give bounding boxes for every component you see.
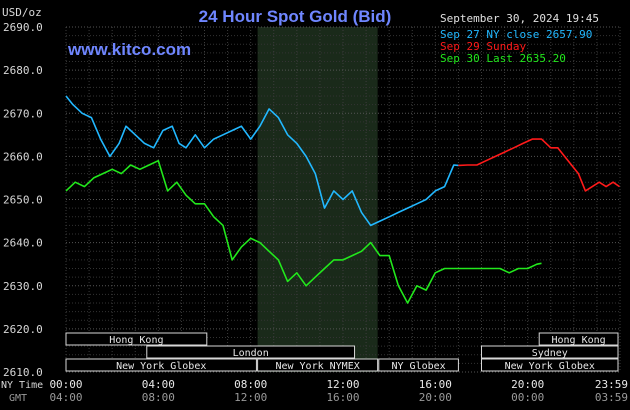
y-tick-label: 2650.0	[3, 194, 43, 207]
session-label: Hong Kong	[552, 335, 606, 346]
source-url-label: www.kitco.com	[67, 40, 191, 59]
nymex-shaded-region	[257, 27, 378, 372]
y-tick-label: 2680.0	[3, 64, 43, 77]
gmt-tick-label: 20:00	[419, 391, 452, 404]
ny-time-tick-label: 04:00	[142, 378, 175, 391]
ny-time-tick-label: 00:00	[49, 378, 82, 391]
price-series	[65, 95, 620, 304]
session-label: New York NYMEX	[275, 361, 359, 372]
y-tick-label: 2660.0	[3, 150, 43, 163]
gmt-tick-label: 03:59	[595, 391, 628, 404]
series-line-2	[458, 138, 620, 192]
x-axis-tick-labels: 00:0004:0004:0008:0008:0012:0012:0016:00…	[49, 378, 628, 404]
session-label: London	[233, 348, 269, 359]
legend-entry: Sep 30 Last 2635.20	[440, 52, 566, 65]
session-label: New York Globex	[505, 361, 595, 372]
series-line-1	[65, 95, 459, 227]
gmt-tick-label: 08:00	[142, 391, 175, 404]
market-session-bars: Hong Kong London New York Globex New York N…	[65, 332, 619, 372]
ny-time-tick-label: 08:00	[234, 378, 267, 391]
session-label: Hong Kong	[109, 335, 163, 346]
y-tick-label: 2620.0	[3, 323, 43, 336]
ny-time-tick-label: 20:00	[511, 378, 544, 391]
timestamp-label: September 30, 2024 19:45	[440, 12, 599, 25]
y-tick-label: 2690.0	[3, 21, 43, 34]
gmt-row-label: GMT	[9, 393, 27, 404]
gmt-tick-label: 00:00	[511, 391, 544, 404]
y-tick-label: 2640.0	[3, 237, 43, 250]
gmt-tick-label: 04:00	[49, 391, 82, 404]
y-tick-label: 2670.0	[3, 107, 43, 120]
y-axis-unit-label: USD/oz	[2, 6, 42, 19]
session-label: New York Globex	[116, 361, 206, 372]
legend-entry: Sep 27 NY close 2657.90	[440, 28, 592, 41]
ny-time-tick-label: 12:00	[326, 378, 359, 391]
gmt-tick-label: 12:00	[234, 391, 267, 404]
y-tick-label: 2630.0	[3, 280, 43, 293]
ny-time-tick-label: 23:59	[595, 378, 628, 391]
gmt-tick-label: 16:00	[326, 391, 359, 404]
chart-title: 24 Hour Spot Gold (Bid)	[199, 7, 392, 26]
y-axis-tick-labels: 2610.0 2620.0 2630.0 2640.0 2650.0 2660.0 2670…	[3, 21, 43, 379]
y-tick-label: 2610.0	[3, 366, 43, 379]
ny-time-tick-label: 16:00	[419, 378, 452, 391]
legend-entry: Sep 29 Sunday	[440, 40, 526, 53]
session-label: NY Globex	[392, 361, 446, 372]
series-line-3	[65, 159, 542, 304]
session-label: Sydney	[532, 348, 568, 359]
ny-time-row-label: NY Time	[1, 380, 43, 391]
